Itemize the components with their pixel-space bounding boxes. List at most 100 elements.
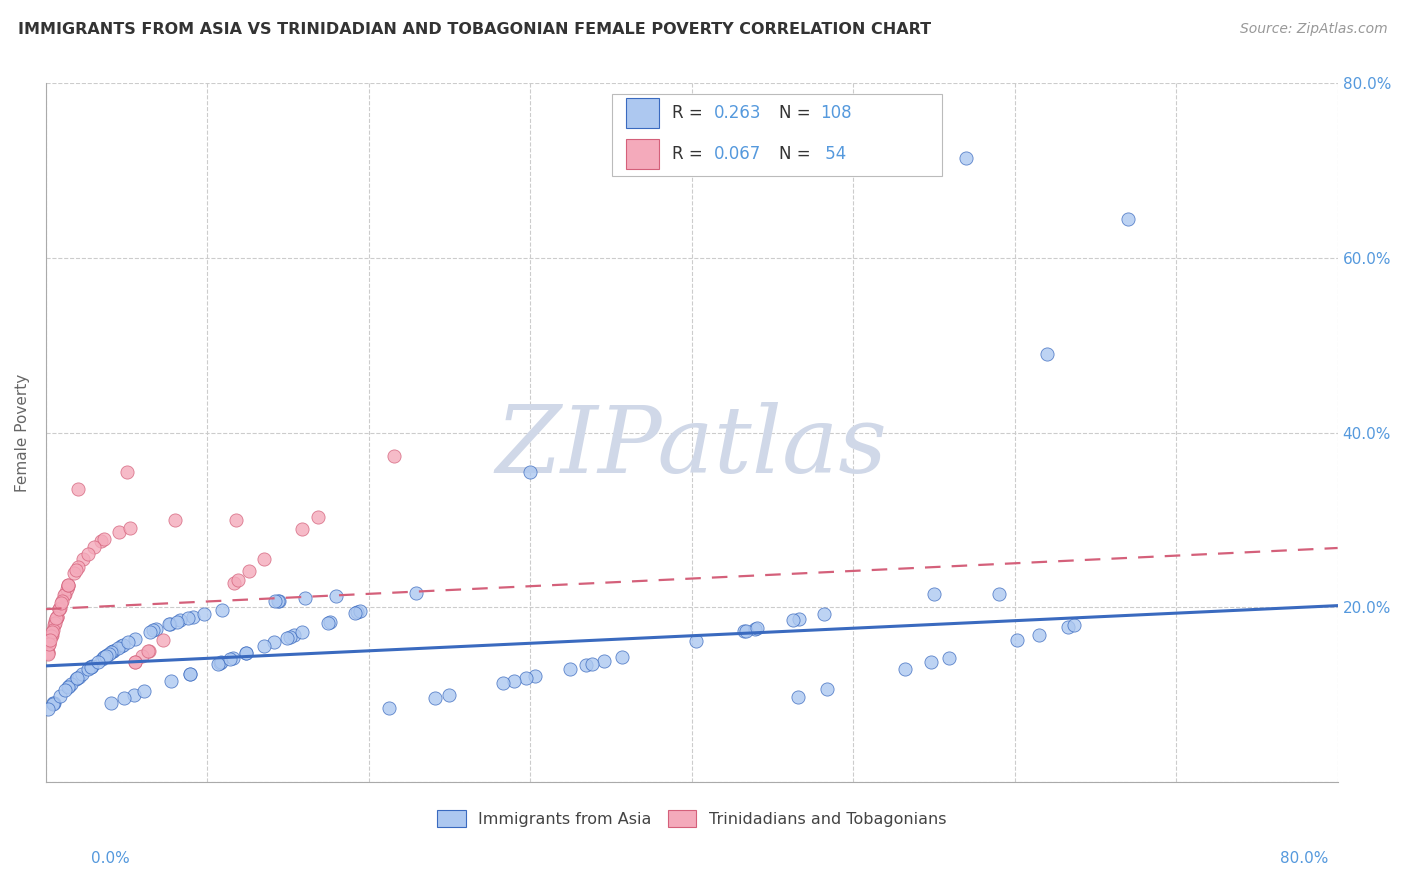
- Text: IMMIGRANTS FROM ASIA VS TRINIDADIAN AND TOBAGONIAN FEMALE POVERTY CORRELATION CH: IMMIGRANTS FROM ASIA VS TRINIDADIAN AND …: [18, 22, 931, 37]
- Point: [425, 690, 447, 705]
- Point: [405, 585, 427, 599]
- Point: [51, 594, 73, 608]
- Point: [82, 658, 104, 673]
- Point: [55, 582, 77, 596]
- Point: [42, 624, 65, 638]
- Point: [37, 647, 59, 661]
- Point: [208, 656, 231, 670]
- Point: [1116, 211, 1139, 226]
- Point: [209, 656, 232, 670]
- Y-axis label: Female Poverty: Female Poverty: [15, 374, 30, 491]
- Point: [110, 640, 132, 654]
- Point: [1057, 620, 1080, 634]
- Point: [72, 666, 94, 681]
- Point: [49, 689, 72, 703]
- Point: [124, 632, 146, 646]
- Point: [138, 644, 160, 658]
- Text: N =: N =: [779, 104, 815, 122]
- Point: [38, 637, 60, 651]
- Point: [382, 449, 405, 463]
- Point: [90, 651, 112, 665]
- Point: [139, 624, 162, 639]
- Text: R =: R =: [672, 104, 709, 122]
- Point: [787, 612, 810, 626]
- Point: [115, 465, 138, 479]
- Point: [157, 617, 180, 632]
- Point: [107, 524, 129, 539]
- Point: [53, 586, 76, 600]
- Point: [66, 559, 89, 574]
- Point: [48, 602, 70, 616]
- Point: [316, 615, 339, 630]
- Point: [955, 151, 977, 165]
- Point: [492, 676, 515, 690]
- Point: [124, 655, 146, 669]
- Point: [211, 603, 233, 617]
- Point: [44, 617, 66, 632]
- Point: [515, 671, 537, 685]
- Point: [437, 688, 460, 702]
- Point: [745, 621, 768, 635]
- Text: ZIPatlas: ZIPatlas: [496, 401, 887, 491]
- Point: [77, 662, 100, 676]
- Text: 0.067: 0.067: [714, 145, 762, 163]
- Point: [93, 649, 115, 664]
- Point: [235, 646, 257, 660]
- Point: [96, 648, 118, 662]
- Point: [222, 576, 245, 591]
- Point: [97, 647, 120, 661]
- Point: [815, 682, 838, 697]
- Point: [219, 652, 242, 666]
- Point: [76, 547, 98, 561]
- Point: [94, 648, 117, 663]
- Point: [558, 662, 581, 676]
- Point: [1005, 633, 1028, 648]
- Point: [80, 660, 103, 674]
- Point: [45, 610, 67, 624]
- Point: [72, 552, 94, 566]
- Point: [41, 624, 63, 639]
- Point: [575, 658, 598, 673]
- Point: [45, 611, 67, 625]
- Point: [86, 655, 108, 669]
- Point: [93, 649, 115, 664]
- Point: [343, 606, 366, 620]
- Point: [813, 607, 835, 621]
- Point: [120, 521, 142, 535]
- Point: [1036, 347, 1059, 361]
- Legend: Immigrants from Asia, Trinidadians and Tobagonians: Immigrants from Asia, Trinidadians and T…: [430, 803, 953, 833]
- Point: [131, 649, 153, 664]
- Text: 108: 108: [820, 104, 851, 122]
- Text: 80.0%: 80.0%: [1281, 851, 1329, 865]
- Text: 54: 54: [820, 145, 846, 163]
- Point: [53, 683, 76, 698]
- Point: [37, 646, 59, 660]
- Point: [744, 622, 766, 636]
- Point: [894, 662, 917, 676]
- Point: [48, 602, 70, 616]
- Point: [103, 644, 125, 658]
- Point: [112, 691, 135, 706]
- Point: [938, 650, 960, 665]
- Point: [136, 644, 159, 658]
- Point: [349, 604, 371, 618]
- Point: [593, 654, 616, 668]
- Point: [291, 625, 314, 640]
- Point: [179, 666, 201, 681]
- Point: [111, 638, 134, 652]
- Point: [235, 646, 257, 660]
- Point: [56, 680, 79, 694]
- Point: [581, 657, 603, 671]
- Point: [181, 609, 204, 624]
- Point: [60, 677, 83, 691]
- Point: [42, 696, 65, 710]
- Point: [377, 701, 399, 715]
- Point: [67, 670, 90, 684]
- Point: [280, 630, 302, 644]
- Point: [66, 672, 89, 686]
- Point: [782, 614, 804, 628]
- Point: [325, 589, 347, 603]
- Point: [179, 666, 201, 681]
- Point: [145, 622, 167, 636]
- Point: [79, 660, 101, 674]
